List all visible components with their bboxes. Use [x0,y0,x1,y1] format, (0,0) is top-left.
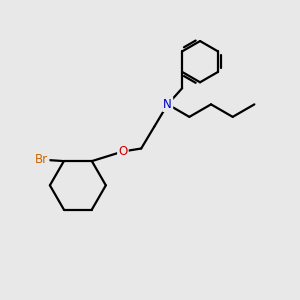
Text: Br: Br [35,153,48,166]
Text: N: N [163,98,172,111]
Text: O: O [118,145,128,158]
